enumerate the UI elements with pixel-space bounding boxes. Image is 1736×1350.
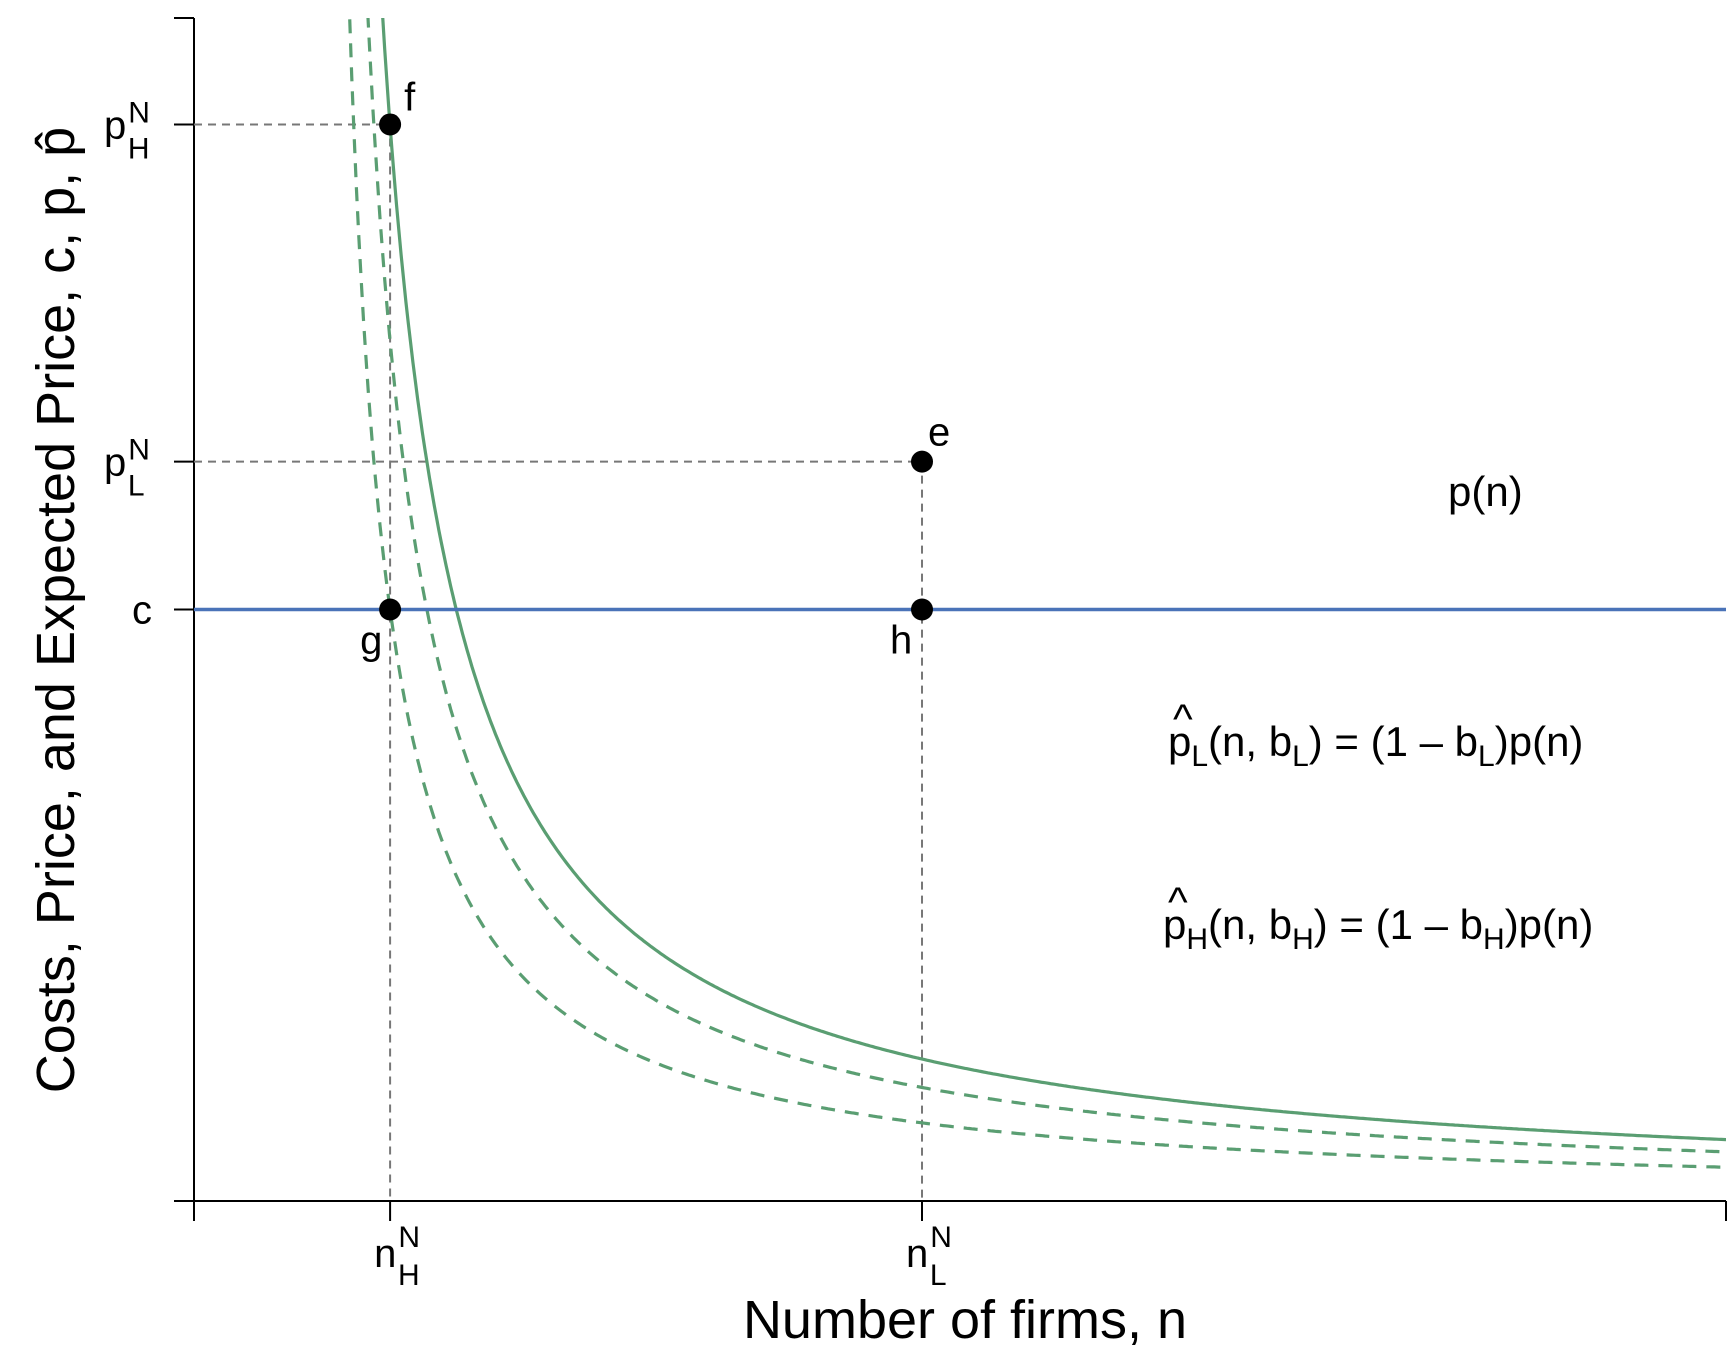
x-tick-label-0: nN H bbox=[374, 1221, 420, 1292]
hat-glyph-pH: ^ bbox=[1168, 878, 1188, 925]
series-pH bbox=[348, 18, 1726, 1169]
curves bbox=[194, 18, 1726, 1169]
series-p bbox=[381, 18, 1726, 1142]
point-label-g: g bbox=[360, 619, 382, 663]
point-label-e: e bbox=[928, 411, 950, 455]
curve-label-pH: pH(n, bH) = (1 – bH)p(n) ^ bbox=[1163, 878, 1593, 956]
x-axis-title: Number of firms, n bbox=[743, 1290, 1187, 1350]
point-h bbox=[911, 598, 934, 621]
guide-lines bbox=[194, 123, 924, 1201]
point-e bbox=[911, 450, 934, 473]
point-label-h: h bbox=[890, 619, 912, 663]
point-label-f: f bbox=[404, 75, 416, 119]
point-f bbox=[379, 113, 402, 136]
axes bbox=[174, 17, 1727, 1221]
curve-label-pL-text: pL(n, bL) = (1 – bL)p(n) bbox=[1168, 718, 1583, 773]
point-g bbox=[379, 598, 402, 621]
points: f e g h bbox=[360, 75, 950, 662]
ticks: pN H pN L c nN H nN L bbox=[104, 96, 952, 1292]
y-tick-label-0: pN H bbox=[104, 96, 150, 165]
y-axis-title-text: Costs, Price, and Expected Price, c, p, … bbox=[26, 127, 86, 1093]
curve-label-pH-text: pH(n, bH) = (1 – bH)p(n) bbox=[1163, 901, 1593, 956]
y-axis-title: Costs, Price, and Expected Price, c, p, … bbox=[26, 127, 86, 1093]
curve-label-p: p(n) bbox=[1448, 468, 1523, 515]
x-tick-label-1: nN L bbox=[906, 1221, 952, 1292]
hat-glyph-pL: ^ bbox=[1173, 695, 1193, 742]
y-tick-label-1: pN L bbox=[104, 434, 150, 503]
series-pL bbox=[366, 18, 1726, 1154]
y-tick-label-2: c bbox=[132, 589, 152, 633]
curve-label-pL: pL(n, bL) = (1 – bL)p(n) ^ bbox=[1168, 695, 1583, 773]
